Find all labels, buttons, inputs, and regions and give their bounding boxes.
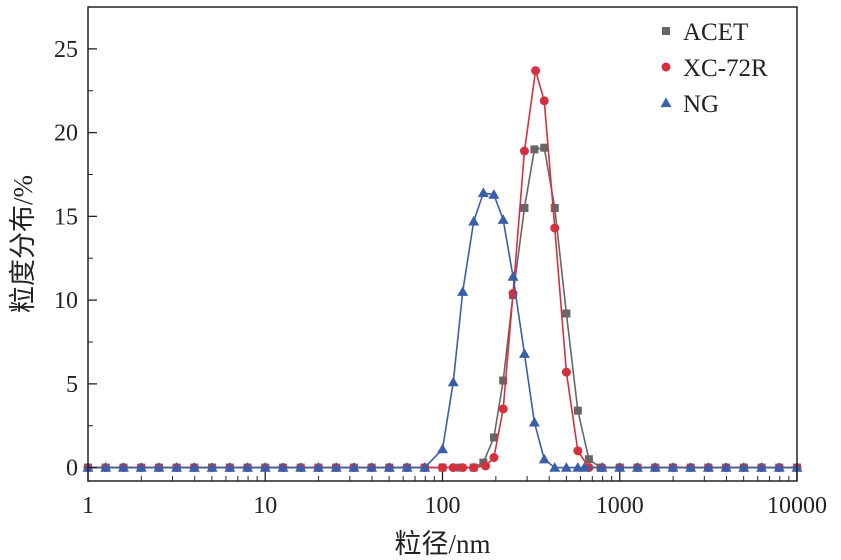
x-tick-label: 10000 [767,493,827,519]
data-point [489,453,499,463]
y-axis-label: 粒度分布/% [8,175,38,313]
data-point [477,187,489,198]
x-tick-label: 1 [82,493,94,519]
data-point [488,189,500,199]
data-point [561,367,571,377]
legend: ACET XC-72R NG [660,19,768,118]
data-point [153,462,165,472]
series-acet [84,143,801,472]
x-tick-label: 100 [425,493,461,519]
data-point [738,462,750,472]
data-point [499,376,508,385]
data-point [596,462,608,472]
data-point [206,462,218,472]
data-point [614,462,626,472]
data-point [447,376,459,387]
y-tick-label: 15 [54,204,78,230]
data-point [259,462,271,472]
data-point [550,203,559,212]
y-tick-label: 0 [66,456,78,482]
data-point [520,203,529,212]
data-point [531,66,541,76]
data-point [348,462,360,472]
data-point [573,446,583,456]
data-point [702,462,714,472]
legend-item: ACET [662,19,748,46]
x-axis-label: 粒径/nm [394,529,490,559]
data-point [481,461,491,471]
data-point [401,462,413,472]
data-point [277,462,289,472]
legend-marker [660,97,672,108]
data-point [171,462,183,472]
data-point [549,462,561,472]
series-ng [82,187,803,472]
data-point [468,215,480,226]
y-tick-label: 5 [66,372,78,398]
data-point [469,463,479,473]
series-line [88,70,797,469]
x-tick-label: 1000 [596,493,644,519]
legend-item: NG [660,91,719,118]
data-point [756,462,768,472]
legend-label: ACET [683,19,748,46]
data-point [540,143,549,152]
series-marks [82,66,803,473]
axes: 1 10 100 1000 10000 0 5 10 15 20 25 [54,37,827,519]
data-point [518,348,530,358]
data-point [560,462,572,472]
data-point [135,462,147,472]
data-point [685,462,697,472]
data-point [419,462,431,472]
legend-marker [661,62,671,72]
data-point [530,145,539,154]
data-point [631,462,643,472]
x-tick-label: 10 [253,493,277,519]
data-point [188,462,200,472]
data-point [507,271,519,281]
data-point [366,462,378,472]
data-point [383,462,395,472]
legend-label: NG [683,91,719,118]
data-point [720,462,732,472]
data-point [242,462,254,472]
data-point [578,462,590,472]
data-point [562,309,571,318]
data-point [295,462,307,472]
data-point [224,462,236,472]
data-point [584,455,593,464]
data-point [538,453,550,464]
y-tick-label: 20 [54,121,78,147]
data-point [438,463,447,473]
legend-marker [662,27,670,35]
data-point [457,286,469,296]
data-point [448,463,458,473]
series-xc-72r [83,66,802,473]
data-point [539,96,549,106]
data-point [573,406,582,415]
data-point [667,462,679,472]
series-line [88,146,797,469]
data-point [773,462,785,472]
legend-label: XC-72R [683,55,768,82]
data-point [550,223,560,233]
series-line [88,192,797,469]
data-point [100,462,112,472]
data-point [489,433,498,442]
data-point [497,214,509,224]
data-point [330,462,342,472]
data-point [117,462,129,472]
data-point [498,404,508,414]
data-point [528,416,540,427]
data-point [519,146,529,156]
y-tick-label: 25 [54,37,78,63]
y-tick-label: 10 [54,288,78,314]
legend-item: XC-72R [661,55,768,82]
data-point [312,462,324,472]
data-point [437,443,448,454]
data-point [458,463,468,473]
data-point [649,462,661,472]
